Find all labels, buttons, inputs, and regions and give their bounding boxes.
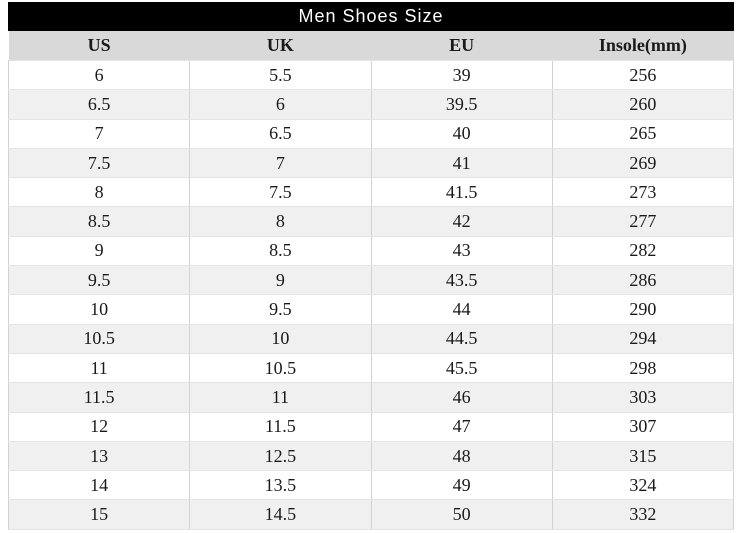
cell-eu: 43: [370, 235, 553, 267]
cell-uk: 7: [189, 147, 371, 179]
table-row: 14 13.5 49 324: [7, 470, 735, 501]
cell-insolemm: 265: [551, 118, 735, 149]
column-header-eu: EU: [371, 31, 553, 61]
cell-insolemm: 282: [551, 235, 735, 267]
table-row: 6.5 6 39.5 260: [7, 89, 735, 120]
cell-insolemm: 256: [551, 59, 735, 91]
cell-uk: 8.5: [189, 235, 371, 267]
cell-insolemm: 260: [551, 89, 735, 120]
cell-eu: 46: [370, 382, 553, 413]
cell-us: 11.5: [7, 382, 190, 413]
cell-insolemm: 277: [551, 206, 735, 237]
table-row: 8 7.5 41.5 273: [7, 177, 735, 208]
cell-uk: 9: [189, 265, 371, 296]
cell-insolemm: 307: [551, 411, 735, 442]
table-row: 15 14.5 50 332: [7, 499, 735, 530]
cell-uk: 11: [189, 382, 371, 413]
cell-uk: 14.5: [189, 499, 371, 530]
cell-insolemm: 324: [551, 470, 735, 501]
table-row: 13 12.5 48 315: [7, 440, 735, 472]
cell-insolemm: 332: [551, 499, 735, 530]
table-row: 10 9.5 44 290: [7, 294, 735, 325]
cell-us: 9: [7, 235, 190, 267]
cell-eu: 43.5: [370, 265, 553, 296]
cell-us: 7: [7, 118, 190, 149]
cell-eu: 44: [370, 294, 553, 325]
cell-eu: 50: [370, 499, 553, 530]
cell-uk: 7.5: [189, 177, 371, 208]
table-row: 11.5 11 46 303: [7, 382, 735, 413]
cell-eu: 40: [370, 118, 553, 149]
cell-uk: 12.5: [189, 440, 371, 472]
cell-eu: 41.5: [370, 177, 553, 208]
cell-us: 9.5: [7, 265, 190, 296]
cell-uk: 11.5: [189, 411, 371, 442]
cell-eu: 39.5: [370, 89, 553, 120]
cell-us: 7.5: [7, 147, 190, 179]
cell-eu: 48: [370, 440, 553, 472]
table-body: 6 5.5 39 256 6.5 6 39.5 260 7 6.5 40 265 7.5 7 41 269 8 7…: [7, 59, 735, 530]
cell-us: 6: [7, 59, 190, 91]
cell-insolemm: 286: [551, 265, 735, 296]
cell-insolemm: 290: [551, 294, 735, 325]
table-row: 8.5 8 42 277: [7, 206, 735, 237]
cell-uk: 6: [189, 89, 371, 120]
cell-uk: 13.5: [189, 470, 371, 501]
table-row: 6 5.5 39 256: [7, 59, 735, 91]
cell-insolemm: 273: [551, 177, 735, 208]
column-header-uk: UK: [189, 31, 371, 61]
table-row: 7 6.5 40 265: [7, 118, 735, 149]
table-head: US UK EU Insole(mm): [8, 31, 734, 61]
column-header-us: US: [8, 31, 190, 61]
size-table: US UK EU Insole(mm) 6 5.5 39 256 6.5 6 39.5 260 7 6.…: [7, 31, 735, 530]
cell-us: 10.5: [7, 323, 190, 354]
cell-us: 6.5: [7, 89, 190, 120]
cell-insolemm: 298: [551, 352, 735, 384]
header-row: US UK EU Insole(mm): [8, 31, 734, 61]
cell-uk: 6.5: [189, 118, 371, 149]
cell-us: 11: [7, 352, 190, 384]
cell-us: 8.5: [7, 206, 190, 237]
table-row: 9 8.5 43 282: [7, 235, 735, 267]
cell-eu: 41: [370, 147, 553, 179]
table-row: 12 11.5 47 307: [7, 411, 735, 442]
cell-eu: 39: [370, 59, 553, 91]
cell-insolemm: 269: [551, 147, 735, 179]
column-header-insolemm: Insole(mm): [552, 31, 734, 61]
cell-us: 14: [7, 470, 190, 501]
cell-eu: 42: [370, 206, 553, 237]
cell-us: 12: [7, 411, 190, 442]
cell-us: 10: [7, 294, 190, 325]
cell-uk: 10: [189, 323, 371, 354]
cell-uk: 8: [189, 206, 371, 237]
cell-insolemm: 303: [551, 382, 735, 413]
cell-eu: 47: [370, 411, 553, 442]
table-row: 9.5 9 43.5 286: [7, 265, 735, 296]
cell-eu: 49: [370, 470, 553, 501]
cell-eu: 44.5: [370, 323, 553, 354]
cell-uk: 10.5: [189, 352, 371, 384]
table-row: 10.5 10 44.5 294: [7, 323, 735, 354]
cell-us: 8: [7, 177, 190, 208]
size-chart: Men Shoes Size US UK EU Insole(mm) 6 5.5 39 25…: [7, 2, 735, 530]
cell-us: 13: [7, 440, 190, 472]
cell-eu: 45.5: [370, 352, 553, 384]
table-row: 11 10.5 45.5 298: [7, 352, 735, 384]
cell-uk: 9.5: [189, 294, 371, 325]
cell-insolemm: 315: [551, 440, 735, 472]
cell-uk: 5.5: [189, 59, 371, 91]
chart-title: Men Shoes Size: [8, 2, 734, 31]
cell-insolemm: 294: [551, 323, 735, 354]
table-row: 7.5 7 41 269: [7, 147, 735, 179]
cell-us: 15: [7, 499, 190, 530]
